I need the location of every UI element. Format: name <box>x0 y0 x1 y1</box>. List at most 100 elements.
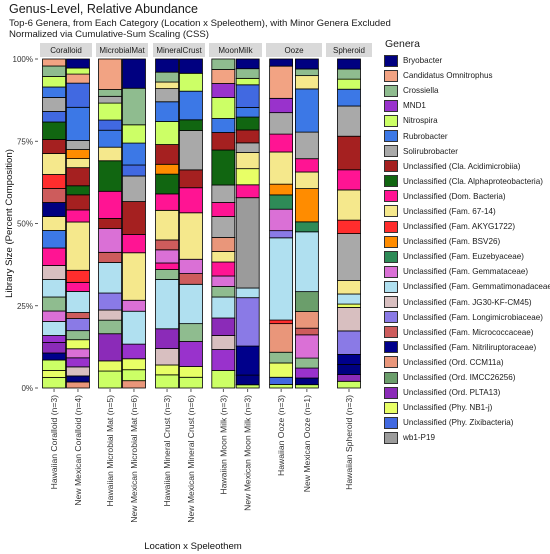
x-tick-label: Hawaiian Ooze (n=3) <box>276 395 286 476</box>
legend-label: Unclassified (Fam. Euzebyaceae) <box>403 252 525 262</box>
facet-strip <box>96 43 148 57</box>
legend-swatch <box>384 235 398 248</box>
bar-segment <box>66 281 90 292</box>
bar-segment <box>211 83 236 98</box>
bar-segment <box>42 153 66 175</box>
y-tick-label: 0% <box>21 384 33 393</box>
bar-segment <box>42 202 66 217</box>
bar-segment <box>337 105 361 137</box>
bar-segment <box>42 111 66 123</box>
bar-segment <box>211 370 236 389</box>
bar-segment <box>155 364 179 376</box>
bar-segment <box>155 88 179 103</box>
bar-segment <box>269 376 294 385</box>
bar-segment <box>235 374 260 386</box>
bar-segment <box>211 335 236 350</box>
legend-swatch <box>384 190 398 203</box>
bar-segment <box>337 78 361 90</box>
bar-segment <box>42 58 66 67</box>
bar-segment <box>98 228 122 253</box>
bar-segment <box>155 348 179 366</box>
bar-segment <box>179 376 203 389</box>
bar-segment <box>155 173 179 195</box>
bar-segment <box>42 377 66 389</box>
bar-segment <box>337 293 361 305</box>
bar-segment <box>294 188 319 223</box>
bar-segment <box>98 333 122 362</box>
legend-item: Unclassified (Fam. Euzebyaceae) <box>384 249 550 264</box>
bar-segment <box>42 86 66 98</box>
legend-item: Unclassified (Fam. BSV26) <box>384 234 550 249</box>
bar-segment <box>269 97 294 114</box>
legend-swatch <box>384 145 398 158</box>
bar-segment <box>122 310 146 345</box>
legend-label: Candidatus Omnitrophus <box>403 71 493 81</box>
bar-segment <box>211 261 236 277</box>
legend-label: Unclassified (Fam. Nitriliruptoraceae) <box>403 342 537 352</box>
facet-strip <box>266 43 322 57</box>
x-tick-label: Hawaiian Mineral Crust (n=3) <box>162 395 172 507</box>
legend-swatch <box>384 265 398 278</box>
y-axis-label: Library Size (Percent Composition) <box>4 149 15 298</box>
bar-segment <box>98 58 122 90</box>
bar-segment <box>66 73 90 84</box>
bar-segment <box>235 287 260 299</box>
bar-segment <box>294 384 319 389</box>
legend-label: Unclassified (Fam. AKYG1722) <box>403 222 516 232</box>
bar-segment <box>98 146 122 162</box>
bar-segment <box>211 184 236 203</box>
chart-subtitle-line2: Normalized via Cumulative-Sum Scaling (C… <box>9 29 209 40</box>
legend-item: Unclassified (Fam. Micrococcaceae) <box>384 325 550 340</box>
bar-segment <box>66 67 90 75</box>
legend-swatch <box>384 431 398 444</box>
bar-segment <box>337 189 361 221</box>
bar-segment <box>155 101 179 122</box>
bar-segment <box>179 283 203 325</box>
bar-segment <box>269 208 294 232</box>
bar-segment <box>155 81 179 90</box>
bar-segment <box>179 169 203 189</box>
facet-strip <box>153 43 205 57</box>
legend-label: Unclassified (Ord. CCM11a) <box>403 357 504 367</box>
bar-segment <box>66 167 90 187</box>
bar-segment <box>294 377 319 386</box>
bar-segment <box>211 349 236 371</box>
legend-item: Candidatus Omnitrophus <box>384 68 550 83</box>
bar-segment <box>269 58 294 67</box>
bar-segment <box>235 84 260 108</box>
bar-segment <box>235 68 260 79</box>
legend-item: Unclassified (Phy. Zixibacteria) <box>384 415 550 430</box>
facet-strip <box>209 43 262 57</box>
bar-segment <box>42 342 66 354</box>
legend-title: Genera <box>385 38 421 50</box>
bar-segment <box>294 75 319 90</box>
bar-segment <box>294 221 319 233</box>
legend-item: Unclassified (Phy. NB1-j) <box>384 400 550 415</box>
bar-segment <box>235 297 260 347</box>
y-tick-label: 100% <box>13 55 33 64</box>
bar-segment <box>98 218 122 229</box>
legend-swatch <box>384 99 398 112</box>
bar-segment <box>66 339 90 350</box>
bar-segment <box>235 184 260 199</box>
bar-segment <box>66 366 90 377</box>
bar-segment <box>269 194 294 210</box>
bar-segment <box>211 286 236 298</box>
bar-segment <box>42 370 66 378</box>
bar-segment <box>211 275 236 287</box>
legend-swatch <box>384 54 398 67</box>
legend-swatch <box>384 401 398 414</box>
bar-segment <box>155 163 179 175</box>
bar-segment <box>98 370 122 389</box>
legend-item: wb1-P19 <box>384 430 550 445</box>
chart-subtitle-line1: Top-6 Genera, from Each Category (Locati… <box>9 18 391 29</box>
legend-label: Unclassified (Fam. Longimicrobiaceae) <box>403 312 543 322</box>
bar-segment <box>42 321 66 336</box>
legend-item: Unclassified (Cla. Acidimicrobiia) <box>384 159 550 174</box>
bar-segment <box>42 335 66 343</box>
bar-segment <box>211 69 236 84</box>
bar-segment <box>98 160 122 192</box>
bar-segment <box>179 130 203 171</box>
legend-label: Unclassified (Cla. Alphaproteobacteria) <box>403 176 543 186</box>
bar-segment <box>211 149 236 186</box>
